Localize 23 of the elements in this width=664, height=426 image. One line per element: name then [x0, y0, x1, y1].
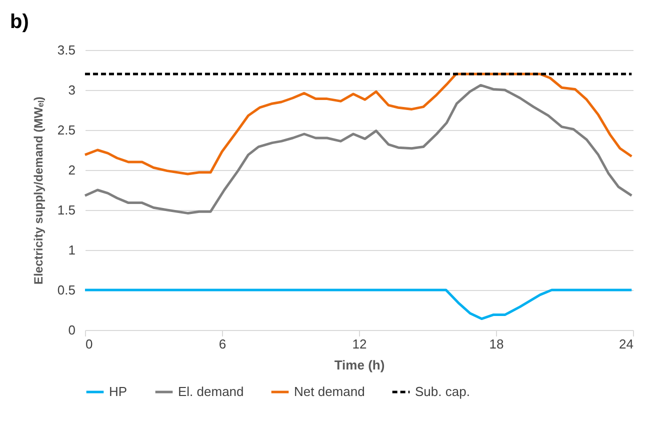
x-tick-label: 6 — [218, 336, 226, 352]
legend-label: Net demand — [294, 384, 365, 399]
x-tick-label: 12 — [352, 336, 367, 352]
y-tick-label: 1 — [68, 242, 76, 258]
chart-title: b) — [10, 11, 29, 33]
legend-label: Sub. cap. — [415, 384, 470, 399]
y-tick-label: 1.5 — [57, 202, 76, 218]
y-tick-label: 3 — [68, 82, 76, 98]
x-axis-title: Time (h) — [334, 358, 385, 372]
x-tick-label: 18 — [489, 336, 504, 352]
y-tick-label: 2 — [68, 162, 76, 178]
legend-label: El. demand — [178, 384, 244, 399]
y-axis-title: Electricity supply/demand (MWₑₗ) — [31, 96, 46, 284]
line-series — [84, 72, 633, 176]
y-tick-label: 2.5 — [57, 122, 76, 138]
y-tick-label: 3.5 — [57, 42, 76, 58]
x-tick-label: 24 — [619, 336, 634, 352]
x-tick-label: 0 — [86, 336, 93, 352]
y-tick-label: 0 — [68, 322, 76, 338]
legend-label: HP — [109, 384, 128, 399]
line-series — [84, 84, 633, 214]
line-series — [84, 288, 633, 320]
y-tick-label: 0.5 — [57, 282, 76, 298]
